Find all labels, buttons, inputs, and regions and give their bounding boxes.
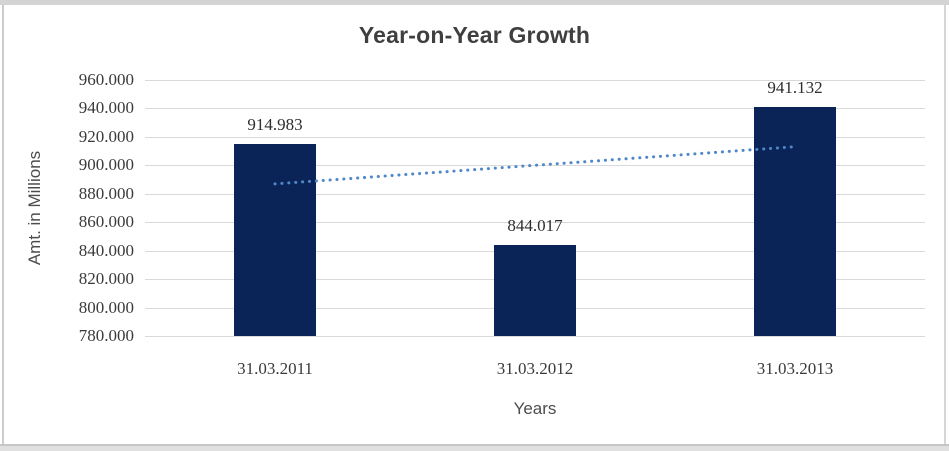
- bar: [754, 106, 836, 336]
- y-tick-label: 940.000: [78, 98, 134, 118]
- y-tick-label: 860.000: [78, 212, 134, 232]
- bar: [234, 144, 316, 336]
- y-gridline: [145, 108, 925, 110]
- x-axis-title: Years: [513, 399, 557, 418]
- y-gridline: [145, 336, 925, 337]
- y-tick-label: 960.000: [78, 70, 134, 89]
- page-top-edge: [0, 0, 949, 5]
- y-gridline: [145, 222, 925, 224]
- y-tick-label: 900.000: [78, 155, 134, 175]
- y-tick-label: 840.000: [78, 240, 134, 260]
- chart-right-border: [944, 5, 946, 444]
- page-bottom-edge: [0, 444, 949, 451]
- y-tick-label: 800.000: [78, 297, 134, 317]
- y-tick-label: 880.000: [78, 183, 134, 203]
- y-tick-label: 780.000: [78, 326, 134, 345]
- bar-value-label: 844.017: [507, 216, 563, 235]
- bar-value-label: 914.983: [247, 115, 303, 134]
- category-label: 31.03.2013: [756, 359, 834, 378]
- bar: [494, 245, 576, 336]
- y-tick-label: 820.000: [78, 269, 134, 289]
- category-label: 31.03.2012: [496, 359, 574, 378]
- y-gridline: [145, 80, 925, 81]
- chart-left-border: [2, 5, 4, 444]
- y-gridline: [145, 136, 925, 138]
- category-label: 31.03.2011: [237, 359, 313, 378]
- bar-value-label: 941.132: [767, 77, 823, 97]
- y-tick-label: 920.000: [78, 126, 134, 146]
- y-gridline: [145, 193, 925, 195]
- chart-title: Year-on-Year Growth: [358, 22, 591, 48]
